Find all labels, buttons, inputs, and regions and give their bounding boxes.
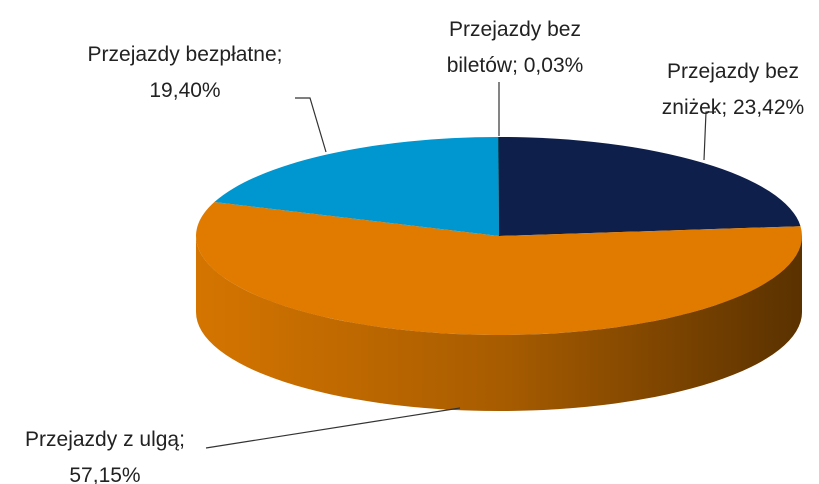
pie-sides — [196, 236, 802, 411]
leader-line — [205, 407, 461, 449]
value-label: 23,42% — [732, 96, 805, 119]
data-label: Przejazdy bez biletów; 0,03% — [428, 12, 603, 84]
separator: ; — [721, 96, 733, 119]
value-label: 0,03% — [523, 54, 584, 77]
leader-lines — [205, 82, 716, 449]
category: Przejazdy bez biletów — [446, 18, 581, 77]
pie-slice — [195, 202, 802, 335]
pie-top — [195, 137, 802, 335]
leader-line — [295, 97, 327, 153]
separator: ; — [512, 54, 524, 77]
separator: ; — [179, 428, 185, 451]
category: Przejazdy bezpłatne — [87, 43, 277, 66]
pie-slice — [499, 137, 801, 236]
value-label: 57,15% — [69, 464, 141, 484]
data-label: Przejazdy bezpłatne; 19,40% — [83, 37, 288, 109]
data-label: Przejazdy bez zniżek; 23,42% — [646, 54, 819, 126]
value-label: 19,40% — [149, 79, 221, 102]
category: Przejazdy z ulgą — [25, 428, 180, 451]
pie-slice — [498, 137, 499, 236]
data-label: Przejazdy z ulgą; 57,15% — [8, 422, 203, 484]
category: Przejazdy bez zniżek — [661, 60, 799, 119]
pie-side-shade — [196, 236, 802, 411]
leader-line — [703, 111, 716, 161]
pie-slice — [214, 137, 499, 236]
separator: ; — [276, 43, 283, 66]
